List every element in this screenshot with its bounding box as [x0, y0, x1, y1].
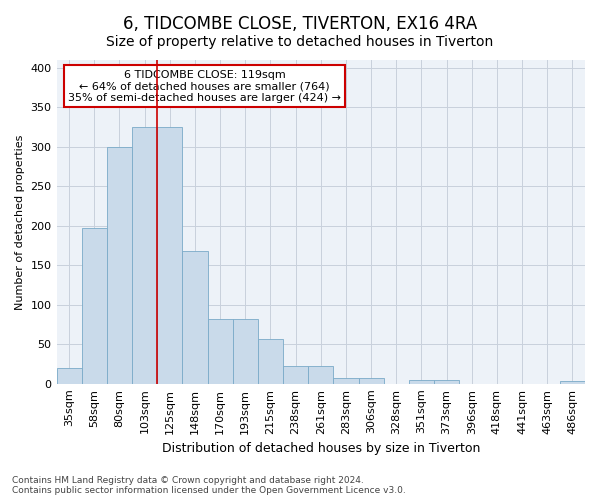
Bar	[283, 366, 308, 384]
Bar	[157, 127, 182, 384]
X-axis label: Distribution of detached houses by size in Tiverton: Distribution of detached houses by size …	[161, 442, 480, 455]
Text: 6 TIDCOMBE CLOSE: 119sqm
← 64% of detached houses are smaller (764)
35% of semi-: 6 TIDCOMBE CLOSE: 119sqm ← 64% of detach…	[68, 70, 341, 103]
Bar	[409, 380, 434, 384]
Bar	[82, 228, 107, 384]
Y-axis label: Number of detached properties: Number of detached properties	[15, 134, 25, 310]
Bar	[258, 339, 283, 384]
Bar	[560, 382, 585, 384]
Bar	[208, 319, 233, 384]
Bar	[308, 366, 334, 384]
Text: Size of property relative to detached houses in Tiverton: Size of property relative to detached ho…	[106, 35, 494, 49]
Bar	[56, 368, 82, 384]
Bar	[132, 127, 157, 384]
Bar	[334, 378, 359, 384]
Text: Contains HM Land Registry data © Crown copyright and database right 2024.
Contai: Contains HM Land Registry data © Crown c…	[12, 476, 406, 495]
Text: 6, TIDCOMBE CLOSE, TIVERTON, EX16 4RA: 6, TIDCOMBE CLOSE, TIVERTON, EX16 4RA	[123, 15, 477, 33]
Bar	[434, 380, 459, 384]
Bar	[359, 378, 383, 384]
Bar	[107, 147, 132, 384]
Bar	[182, 251, 208, 384]
Bar	[233, 319, 258, 384]
